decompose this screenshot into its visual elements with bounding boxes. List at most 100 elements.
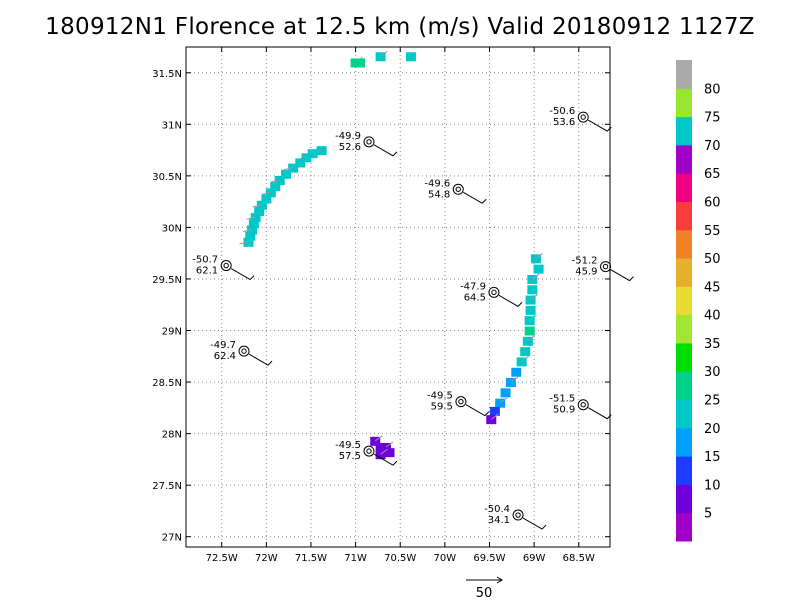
station-ring: [238, 345, 250, 357]
colorbar-swatch: [676, 116, 692, 146]
segment-cell: [522, 336, 533, 346]
station-ring: [577, 111, 589, 123]
colorbar-label: 15: [704, 450, 721, 465]
y-tick-label: 30N: [162, 223, 182, 234]
segment-vector: [261, 191, 271, 195]
y-tick-label: 30.5N: [152, 172, 182, 183]
segment-cell: [520, 347, 531, 357]
colorbar-swatch: [676, 314, 692, 344]
station-ring: [512, 509, 524, 521]
station-2: -49.952.6: [335, 131, 398, 157]
station-ring: [455, 396, 467, 408]
segment-cell: [384, 448, 395, 458]
segment-cell: [380, 443, 391, 452]
station-dot: [455, 186, 461, 192]
station-dot: [366, 139, 372, 145]
segment-cell: [307, 149, 318, 159]
segment-cell: [516, 357, 527, 367]
colorbar-swatch: [676, 399, 692, 429]
station-temp-label: -49.5: [335, 440, 361, 451]
segment-south-cluster: [370, 435, 395, 460]
station-dot: [491, 289, 497, 296]
segment-west-arc: [239, 146, 327, 247]
colorbar-label: 20: [704, 422, 721, 437]
colorbar: 5 10 15 20 25 30 35 40 45 50 55 60 65 70 75 80: [676, 60, 721, 542]
station-humidity-label: 50.9: [553, 405, 575, 416]
x-tick-label: 69.5W: [473, 553, 505, 564]
y-tick-label: 29.5N: [152, 275, 182, 286]
reference-vector-label: 50: [476, 586, 493, 600]
station-9: -51.550.9: [549, 394, 612, 420]
segment-cell: [533, 264, 544, 274]
station-1: -50.653.6: [549, 106, 612, 132]
station-humidity-label: 34.1: [488, 515, 510, 526]
station-wind-barb: [498, 294, 523, 307]
station-temp-label: -49.7: [210, 340, 236, 351]
station-ring: [577, 399, 589, 411]
segment-cell: [375, 52, 386, 62]
colorbar-swatch: [676, 88, 692, 118]
station-temp-label: -50.4: [484, 504, 510, 515]
segment-vector: [529, 314, 537, 321]
colorbar-label: 25: [704, 394, 721, 409]
segment-vector: [490, 413, 499, 420]
station-11: -50.434.1: [484, 504, 547, 530]
segment-cell: [270, 182, 281, 192]
station-temp-label: -49.6: [424, 178, 450, 189]
station-humidity-label: 62.4: [214, 351, 236, 362]
segment-cell: [525, 295, 536, 305]
station-wind-barb: [373, 144, 398, 157]
station-markers: -50.653.6 -49.952.6 -49.654.8 -50.762.1 -51.…: [192, 106, 634, 530]
y-tick-label: 27.5N: [152, 481, 182, 492]
segment-cell: [511, 367, 522, 377]
station-wind-barb: [463, 191, 487, 204]
segment-vector: [380, 448, 388, 455]
chart-title: 180912N1 Florence at 12.5 km (m/s) Valid…: [45, 14, 755, 40]
segment-vector: [252, 204, 262, 208]
segment-cell: [527, 274, 538, 284]
segment-cell: [486, 415, 497, 425]
colorbar-swatch: [676, 258, 692, 287]
station-humidity-label: 53.6: [553, 117, 575, 128]
segment-vector: [535, 252, 544, 259]
x-tick-label: 70W: [434, 553, 457, 564]
reference-vector-head: [496, 576, 503, 584]
segment-east-band: [486, 252, 544, 425]
station-3: -49.654.8: [424, 178, 487, 204]
station-humidity-label: 52.6: [339, 142, 361, 153]
x-tick-label: 71.5W: [295, 553, 327, 564]
segment-cell: [254, 206, 265, 216]
segment-vector: [521, 356, 529, 362]
reference-vector: 50: [466, 576, 503, 600]
y-tick-label: 29N: [162, 327, 182, 338]
segment-vector: [284, 167, 294, 171]
colorbar-swatch: [676, 144, 692, 174]
colorbar-swatch: [676, 342, 692, 372]
segment-north-top: [350, 50, 416, 68]
station-dot: [515, 512, 521, 518]
colorbar-swatch: [676, 229, 692, 259]
segment-cell: [295, 158, 306, 168]
station-ring: [363, 136, 375, 148]
segment-cell: [530, 254, 541, 264]
segment-cell: [248, 219, 259, 229]
segment-cell: [524, 316, 535, 326]
station-dot: [580, 402, 586, 408]
colorbar-swatch: [676, 427, 692, 457]
segment-vector: [530, 294, 538, 300]
station-humidity-label: 59.5: [431, 402, 453, 413]
segment-cell: [370, 436, 381, 446]
segment-cell: [505, 378, 516, 388]
station-5: -51.245.9: [572, 256, 634, 282]
colorbar-label: 55: [704, 224, 721, 239]
station-ring: [600, 261, 612, 273]
segment-vector: [239, 241, 249, 245]
segment-cell: [261, 194, 272, 204]
segment-vector: [510, 376, 519, 383]
segment-cell: [405, 52, 416, 62]
station-wind-barb: [465, 404, 490, 417]
segment-cell: [489, 406, 500, 416]
y-tick-label: 31.5N: [152, 69, 182, 80]
station-wind-barb: [587, 119, 612, 132]
colorbar-label: 65: [704, 167, 721, 182]
